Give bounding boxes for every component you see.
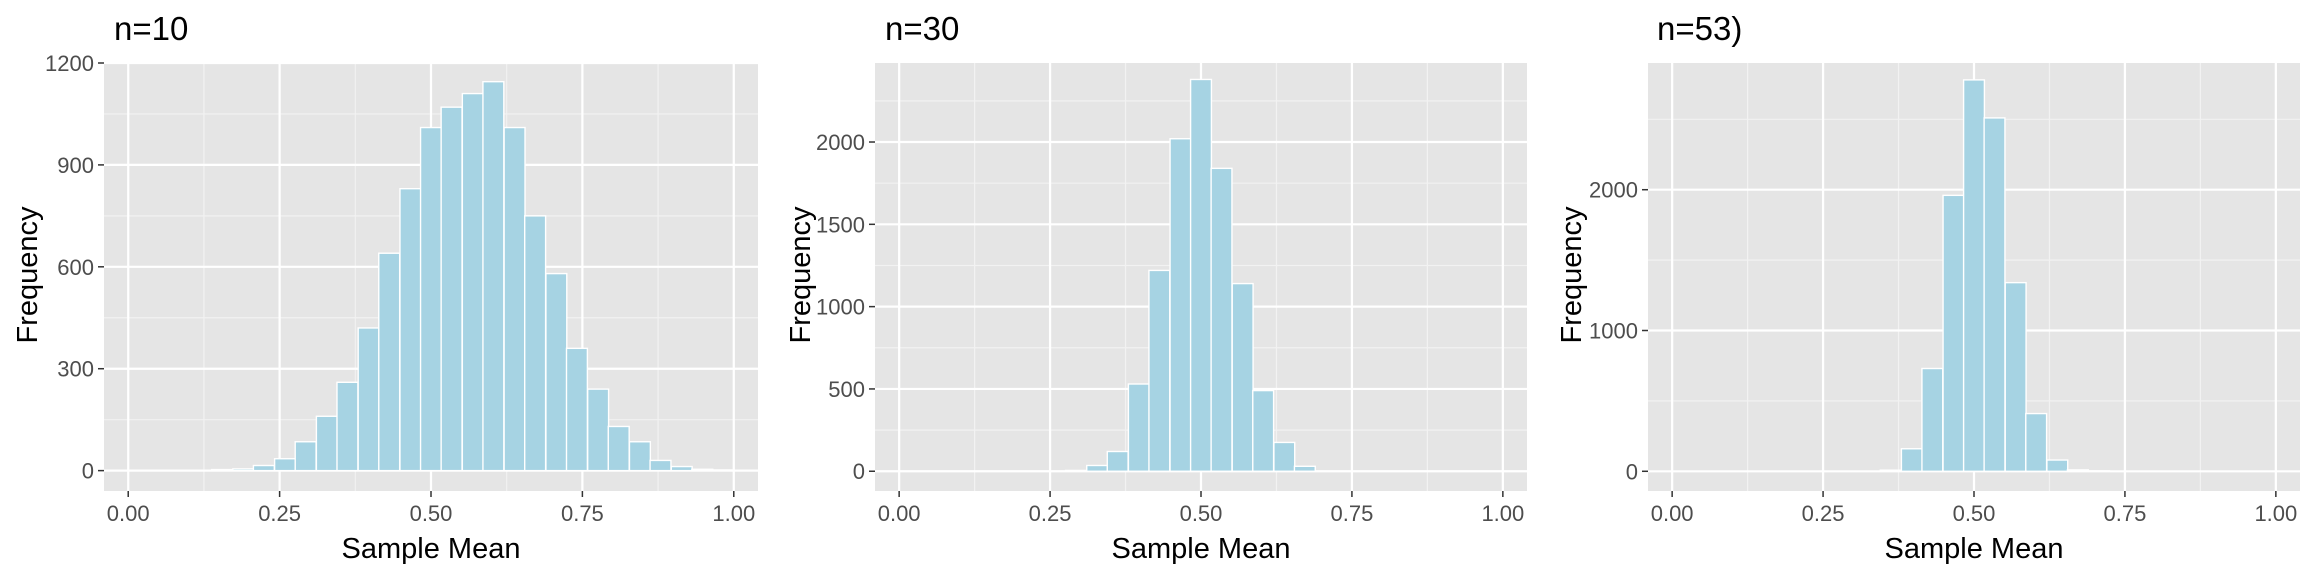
histogram-bar — [315, 415, 338, 472]
histogram-bar — [252, 464, 276, 472]
y-tick-label: 0 — [82, 459, 94, 484]
histogram-bar — [336, 381, 359, 472]
x-tick-label: 1.00 — [2254, 501, 2297, 526]
histogram-bar — [482, 80, 505, 472]
histogram-bar — [670, 465, 693, 472]
histogram-bar — [1252, 389, 1275, 472]
histogram-bar — [691, 468, 714, 472]
histogram-bar — [1127, 383, 1150, 472]
y-tick-label: 1000 — [1589, 319, 1638, 344]
y-axis-title: Frequency — [785, 206, 817, 344]
y-tick-label: 1200 — [45, 51, 94, 76]
y-axis-title: Frequency — [12, 206, 44, 344]
x-tick-label: 0.50 — [1953, 501, 1996, 526]
x-axis-title: Sample Mean — [1112, 533, 1291, 565]
histogram-bar — [2066, 469, 2089, 472]
histogram-bar — [357, 327, 380, 472]
panel-title: n=10 — [114, 10, 188, 47]
y-tick-label: 2000 — [816, 130, 865, 155]
histogram-bar — [1900, 448, 1923, 472]
histogram-bar — [1086, 464, 1109, 472]
histogram-bar — [2025, 412, 2048, 472]
histogram-bar — [440, 106, 463, 472]
y-tick-label: 0 — [1626, 459, 1638, 484]
histogram-panel-2: 0.00 0.25 0.50 0.75 1.00 0 500 1000 1500 2000 n=30… — [785, 10, 1527, 565]
y-tick-label: 900 — [57, 153, 94, 178]
histogram-bar — [1879, 469, 1902, 472]
histogram-bar — [565, 347, 589, 472]
histogram-bar — [1273, 441, 1296, 472]
histogram-bar — [1962, 79, 1986, 472]
x-tick-label: 0.25 — [1802, 501, 1845, 526]
histogram-bar — [1293, 465, 1316, 472]
histogram-bar — [1106, 450, 1129, 472]
histogram-bar — [1942, 194, 1965, 472]
y-tick-label: 2000 — [1589, 178, 1638, 203]
x-tick-label: 0.50 — [1180, 501, 1223, 526]
panel-title: n=30 — [885, 10, 959, 47]
x-tick-label: 1.00 — [712, 501, 755, 526]
histogram-panel-1: 0.00 0.25 0.50 0.75 1.00 0 300 600 900 1200 n=10 Sa… — [12, 10, 758, 565]
histogram-bar — [586, 388, 610, 472]
y-tick-label: 0 — [853, 459, 865, 484]
y-tick-label: 300 — [57, 357, 94, 382]
histogram-bar — [273, 458, 297, 472]
histogram-bar — [461, 92, 484, 472]
x-tick-label: 0.25 — [258, 501, 301, 526]
histogram-bar — [1064, 469, 1088, 472]
y-axis-title: Frequency — [1556, 206, 1588, 344]
y-tick-label: 600 — [57, 255, 94, 280]
x-tick-label: 0.50 — [410, 501, 453, 526]
x-tick-label: 0.00 — [107, 501, 150, 526]
histogram-bar — [232, 468, 255, 472]
x-tick-label: 0.25 — [1029, 501, 1072, 526]
x-tick-label: 1.00 — [1481, 501, 1524, 526]
histogram-bar — [1210, 167, 1233, 472]
histogram-bar — [1148, 269, 1171, 472]
histogram-bar — [210, 468, 234, 472]
histogram-bar — [628, 441, 652, 472]
histogram-bar — [649, 459, 672, 472]
histogram-bar — [2087, 470, 2111, 473]
x-tick-label: 0.75 — [2104, 501, 2147, 526]
x-tick-label: 0.75 — [1331, 501, 1374, 526]
x-tick-label: 0.00 — [878, 501, 921, 526]
x-axis-title: Sample Mean — [1885, 533, 2064, 565]
histogram-panel-3: 0.00 0.25 0.50 0.75 1.00 0 1000 2000 n=53) Sample… — [1556, 10, 2300, 565]
histogram-bar — [503, 126, 526, 472]
histogram-bar — [1231, 282, 1254, 472]
histogram-bar — [524, 215, 547, 472]
histogram-bar — [545, 272, 568, 472]
histogram-bar — [1983, 117, 2006, 472]
histogram-bar — [294, 441, 317, 472]
histogram-bar — [1189, 78, 1213, 472]
histogram-bar — [712, 469, 735, 472]
histogram-bar — [378, 252, 401, 472]
histogram-bar — [1169, 138, 1192, 472]
histogram-bar — [607, 425, 630, 472]
y-tick-label: 500 — [828, 377, 865, 402]
histogram-bar — [399, 187, 422, 472]
x-axis-title: Sample Mean — [342, 533, 521, 565]
panel-title: n=53) — [1657, 10, 1742, 47]
histogram-bar — [2004, 281, 2027, 472]
x-tick-label: 0.00 — [1651, 501, 1694, 526]
histogram-bar — [2046, 459, 2069, 472]
y-tick-label: 1500 — [816, 212, 865, 237]
y-tick-label: 1000 — [816, 295, 865, 320]
histogram-bar — [1921, 367, 1944, 472]
histogram-bar — [419, 126, 443, 472]
x-tick-label: 0.75 — [561, 501, 604, 526]
